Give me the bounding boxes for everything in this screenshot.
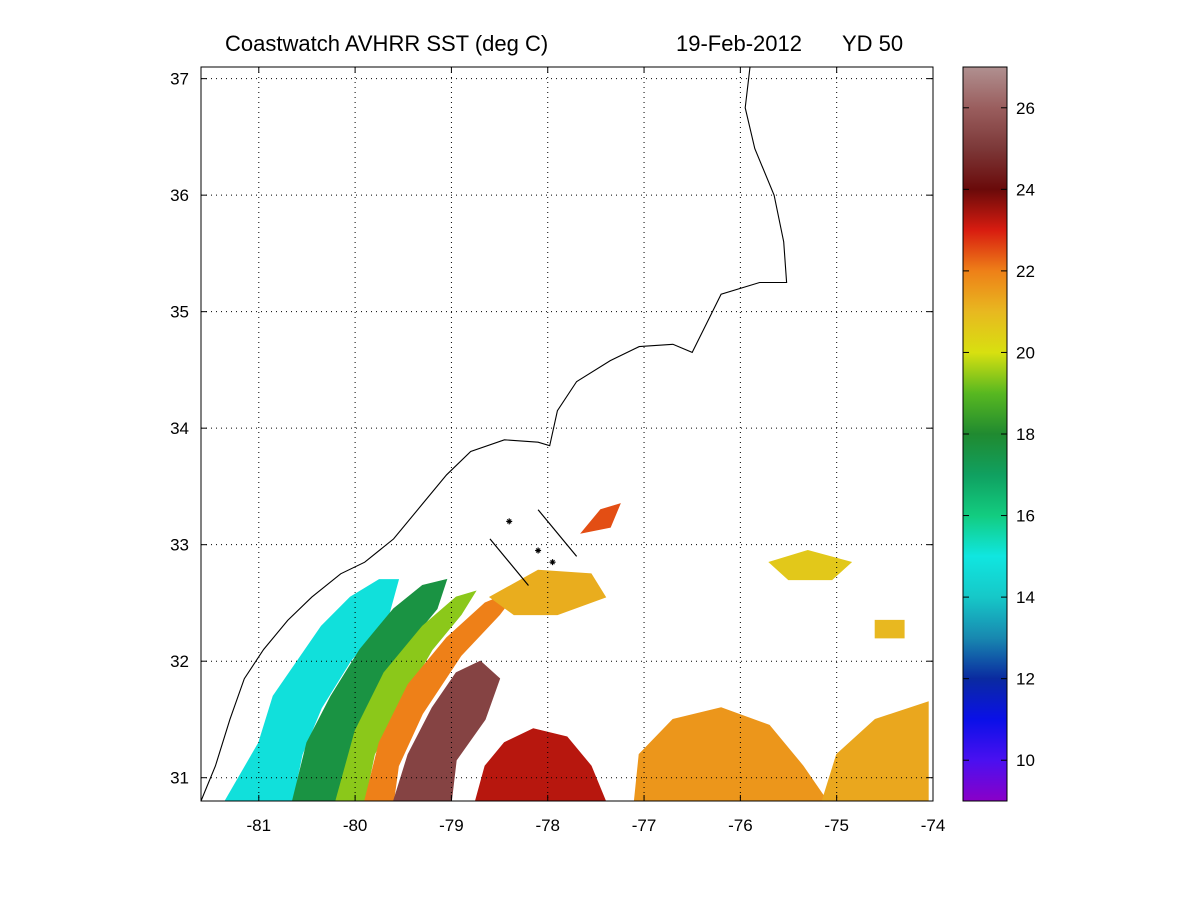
sst-region-east-yellow-patch — [768, 549, 853, 581]
colorbar-tick-label: 16 — [1016, 507, 1035, 526]
y-tick-label: 36 — [170, 186, 189, 205]
colorbar-tick-label: 22 — [1016, 262, 1035, 281]
figure-yearday: YD 50 — [842, 31, 903, 56]
station-marker — [535, 547, 542, 554]
longitude-axis: -81 -80 -79 -78 -77 -76 -75 -74 — [247, 67, 946, 835]
station-marker — [506, 518, 513, 525]
y-tick-label: 31 — [170, 769, 189, 788]
colorbar-tick-label: 20 — [1016, 343, 1035, 362]
sst-region-east-small-patch — [874, 619, 905, 639]
colorbar-tick-label: 12 — [1016, 670, 1035, 689]
x-tick-label: -80 — [343, 816, 368, 835]
y-tick-label: 33 — [170, 536, 189, 555]
y-tick-label: 34 — [170, 419, 189, 438]
x-tick-label: -77 — [632, 816, 657, 835]
y-tick-label: 32 — [170, 652, 189, 671]
x-tick-label: -78 — [535, 816, 560, 835]
station-marker — [549, 559, 556, 566]
colorbar-tick-label: 14 — [1016, 588, 1035, 607]
colorbar-tick-label: 26 — [1016, 99, 1035, 118]
sst-region-cold-shelf-band — [224, 579, 400, 801]
cruise-tracks — [489, 509, 578, 586]
colorbar-gradient — [962, 66, 1008, 802]
map-panel: -81 -80 -79 -78 -77 -76 -75 -74 31 32 33 34 35 36 37 — [170, 66, 946, 835]
sst-layer — [224, 503, 929, 801]
sst-region-north-eddy-red — [580, 503, 621, 534]
sst-region-offshore-east-orange — [821, 701, 929, 801]
x-tick-label: -76 — [728, 816, 753, 835]
map-frame — [200, 66, 934, 802]
x-tick-label: -75 — [824, 816, 849, 835]
colorbar-ticks: 10 12 14 16 18 20 22 24 26 — [963, 99, 1035, 770]
latitude-axis: 31 32 33 34 35 36 37 — [170, 70, 933, 788]
x-tick-label: -74 — [921, 816, 946, 835]
coastline-path — [201, 67, 788, 801]
figure-title: Coastwatch AVHRR SST (deg C) — [225, 31, 548, 56]
sst-region-gulf-stream-core — [393, 660, 501, 801]
coastline — [201, 67, 788, 801]
cruise-track-line — [489, 538, 529, 586]
y-tick-label: 35 — [170, 303, 189, 322]
sst-region-shelf-edge-green — [335, 590, 477, 801]
cruise-track-line — [537, 509, 578, 557]
sst-region-offshore-warm-orange — [633, 707, 828, 801]
colorbar: 10 12 14 16 18 20 22 24 26 — [962, 66, 1035, 802]
colorbar-tick-label: 10 — [1016, 751, 1035, 770]
colorbar-tick-label: 24 — [1016, 180, 1035, 199]
x-tick-label: -81 — [247, 816, 272, 835]
x-tick-label: -79 — [439, 816, 464, 835]
figure-date: 19-Feb-2012 — [676, 31, 802, 56]
y-tick-label: 37 — [170, 70, 189, 89]
sst-region-warm-red-patch — [474, 728, 607, 801]
colorbar-tick-label: 18 — [1016, 425, 1035, 444]
